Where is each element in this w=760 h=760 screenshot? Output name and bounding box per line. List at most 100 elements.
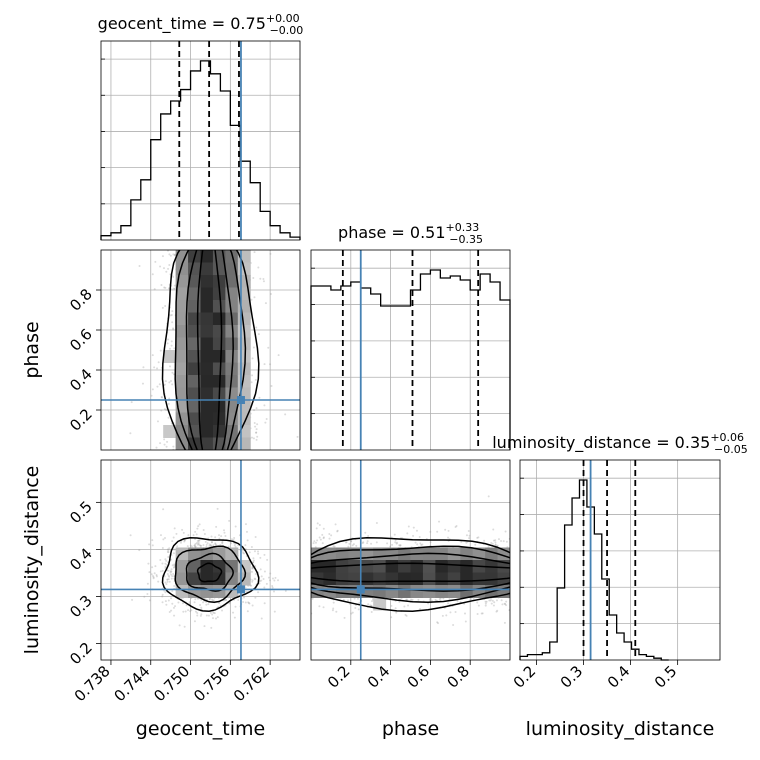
sample-point: [257, 333, 260, 336]
density-cell: [200, 312, 214, 326]
title-plus-error: +0.00: [266, 12, 300, 25]
density-cell: [212, 547, 226, 561]
sample-point: [202, 544, 205, 547]
sample-point: [207, 614, 210, 617]
sample-point: [262, 280, 265, 283]
density-cell: [200, 437, 214, 450]
sample-point: [455, 525, 458, 528]
density-cell: [200, 337, 214, 351]
sample-point: [328, 537, 331, 540]
sample-point: [161, 396, 164, 399]
sample-point: [412, 526, 415, 529]
sample-point: [197, 541, 200, 544]
sample-point: [199, 614, 202, 617]
sample-point: [164, 600, 167, 603]
sample-point: [336, 530, 339, 533]
sample-point: [160, 409, 163, 412]
density-cell: [188, 300, 201, 313]
sample-point: [331, 609, 334, 612]
sample-point: [167, 549, 170, 552]
sample-point: [195, 541, 198, 544]
sample-point: [254, 535, 257, 538]
sample-point: [347, 545, 350, 548]
sample-point: [166, 580, 169, 583]
density-cell: [200, 325, 214, 338]
sample-point: [164, 380, 167, 383]
sample-point: [250, 298, 253, 301]
sample-point: [386, 542, 389, 545]
sample-point: [168, 365, 171, 368]
sample-point: [198, 539, 201, 542]
sample-point: [199, 544, 202, 547]
sample-point: [167, 551, 170, 554]
sample-point: [480, 612, 483, 615]
sample-point: [233, 616, 236, 619]
sample-point: [437, 622, 440, 625]
sample-point: [172, 275, 175, 278]
density-cell: [410, 572, 424, 586]
sample-point: [163, 438, 166, 441]
sample-point: [208, 545, 211, 548]
sample-point: [165, 270, 168, 273]
sample-point: [399, 544, 402, 547]
density-cell: [373, 572, 387, 586]
sample-point: [375, 521, 378, 524]
sample-point: [171, 310, 174, 313]
sample-point: [146, 593, 149, 596]
density-cell: [422, 560, 436, 573]
density-cell: [200, 287, 214, 301]
x-axis-label-geocent_time: geocent_time: [136, 718, 265, 740]
sample-point: [171, 371, 174, 374]
sample-point: [166, 550, 169, 553]
sample-point: [213, 612, 216, 615]
sample-point: [155, 575, 158, 578]
panel-title: luminosity_distance = 0.35+0.06 −0.05: [492, 431, 748, 456]
sample-point: [156, 385, 159, 388]
sample-point: [497, 538, 500, 541]
sample-point: [153, 366, 156, 369]
sample-point: [271, 586, 274, 589]
sample-point: [484, 604, 487, 607]
sample-point: [263, 570, 266, 573]
sample-point: [366, 540, 369, 543]
sample-point: [356, 597, 359, 600]
panel-frame: [100, 40, 301, 241]
sample-point: [171, 575, 174, 578]
sample-point: [269, 252, 272, 255]
sample-point: [254, 378, 257, 381]
contour-line: [311, 562, 510, 583]
sample-point: [169, 570, 172, 573]
density-cell: [348, 560, 362, 573]
histogram-step-line: [310, 269, 511, 450]
sample-point: [214, 542, 217, 545]
sample-point: [233, 536, 236, 539]
sample-point: [361, 542, 364, 545]
sample-point: [151, 544, 154, 547]
sample-point: [167, 578, 170, 581]
scatter-panel-luminosity_distance-vs-phase: [310, 459, 511, 661]
sample-point: [434, 598, 437, 601]
sample-point: [181, 528, 184, 531]
sample-point: [194, 542, 197, 545]
title-plus-error: +0.33: [446, 221, 480, 234]
sample-point: [395, 611, 398, 614]
title-plus-error: +0.06: [710, 431, 744, 444]
sample-point: [185, 604, 188, 607]
sample-point: [352, 543, 355, 546]
sample-point: [260, 575, 263, 578]
x-axis-label-phase: phase: [382, 718, 439, 740]
sample-point: [255, 431, 258, 434]
panel-title: phase = 0.51+0.33 −0.35: [338, 221, 483, 246]
density-cell: [175, 337, 189, 351]
sample-point: [250, 381, 253, 384]
sample-point: [503, 621, 506, 624]
sample-point: [244, 586, 247, 589]
sample-point: [225, 598, 228, 601]
sample-point: [168, 580, 171, 583]
sample-point: [203, 532, 206, 535]
sample-point: [253, 251, 256, 254]
sample-point: [476, 601, 479, 604]
density-cell: [398, 585, 411, 598]
sample-point: [417, 598, 420, 601]
sample-point: [344, 541, 347, 544]
